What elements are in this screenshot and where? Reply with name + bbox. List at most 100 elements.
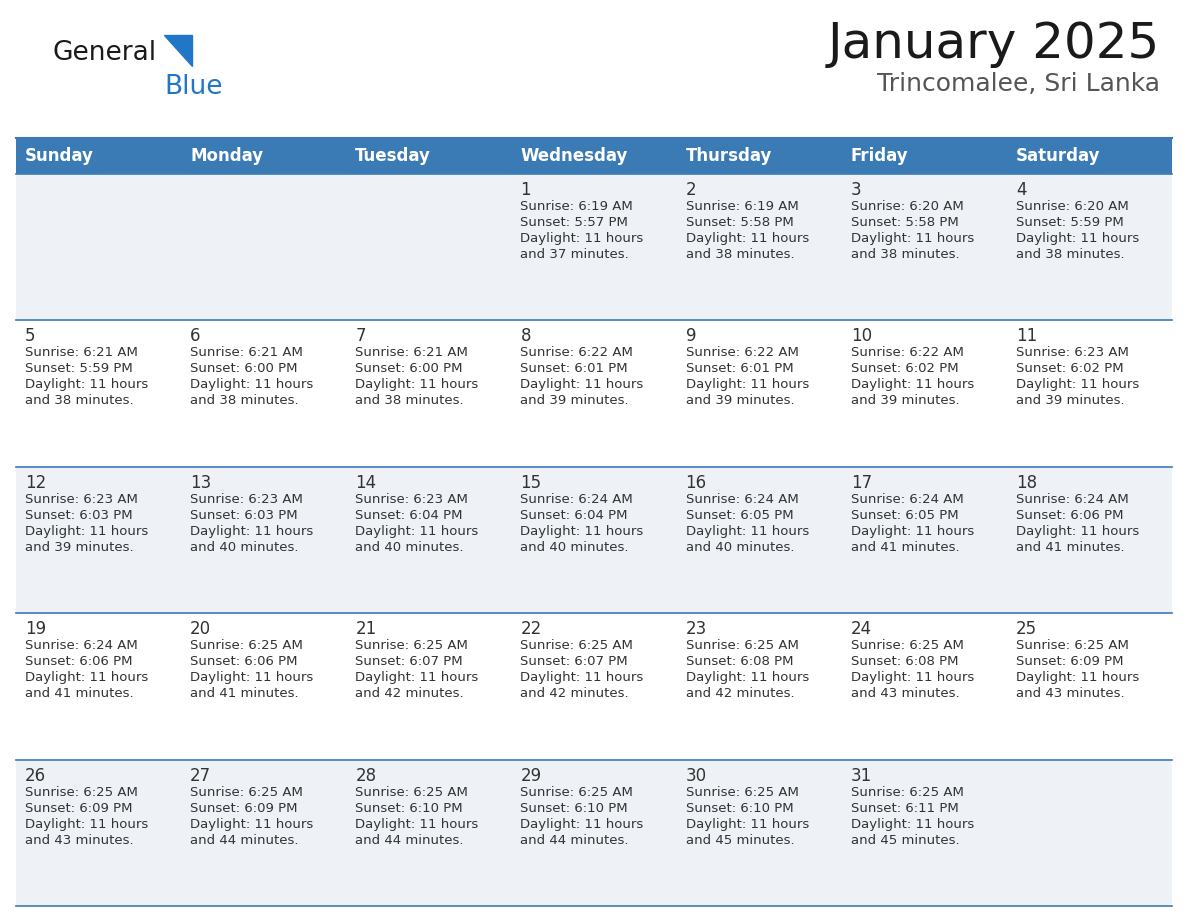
- Text: Daylight: 11 hours: Daylight: 11 hours: [1016, 671, 1139, 684]
- Bar: [511, 138, 677, 174]
- Text: Daylight: 11 hours: Daylight: 11 hours: [190, 378, 314, 391]
- Text: Daylight: 11 hours: Daylight: 11 hours: [851, 378, 974, 391]
- Text: and 38 minutes.: and 38 minutes.: [1016, 248, 1125, 261]
- Text: Sunset: 6:01 PM: Sunset: 6:01 PM: [685, 363, 794, 375]
- Text: Sunset: 6:10 PM: Sunset: 6:10 PM: [355, 801, 463, 814]
- Text: and 38 minutes.: and 38 minutes.: [190, 395, 298, 408]
- Text: and 39 minutes.: and 39 minutes.: [851, 395, 960, 408]
- Text: 7: 7: [355, 328, 366, 345]
- Text: Sunset: 6:04 PM: Sunset: 6:04 PM: [520, 509, 628, 521]
- Text: Sunrise: 6:25 AM: Sunrise: 6:25 AM: [355, 786, 468, 799]
- Text: Sunset: 6:10 PM: Sunset: 6:10 PM: [685, 801, 794, 814]
- Text: Sunrise: 6:23 AM: Sunrise: 6:23 AM: [1016, 346, 1129, 360]
- Text: Sunset: 6:00 PM: Sunset: 6:00 PM: [190, 363, 298, 375]
- Text: Sunrise: 6:25 AM: Sunrise: 6:25 AM: [1016, 639, 1129, 652]
- Text: Sunrise: 6:25 AM: Sunrise: 6:25 AM: [851, 639, 963, 652]
- Text: Sunset: 6:09 PM: Sunset: 6:09 PM: [1016, 655, 1124, 668]
- Text: and 45 minutes.: and 45 minutes.: [851, 834, 960, 846]
- Text: Sunset: 6:07 PM: Sunset: 6:07 PM: [520, 655, 628, 668]
- Text: Sunset: 6:09 PM: Sunset: 6:09 PM: [25, 801, 133, 814]
- Bar: [15, 320, 1173, 466]
- Text: Daylight: 11 hours: Daylight: 11 hours: [25, 378, 148, 391]
- Text: and 40 minutes.: and 40 minutes.: [190, 541, 298, 554]
- Text: Sunrise: 6:19 AM: Sunrise: 6:19 AM: [520, 200, 633, 213]
- Text: 4: 4: [1016, 181, 1026, 199]
- Text: Sunrise: 6:21 AM: Sunrise: 6:21 AM: [25, 346, 138, 360]
- Text: Daylight: 11 hours: Daylight: 11 hours: [25, 671, 148, 684]
- Text: Sunset: 6:04 PM: Sunset: 6:04 PM: [355, 509, 463, 521]
- Text: 29: 29: [520, 767, 542, 785]
- Text: Sunrise: 6:21 AM: Sunrise: 6:21 AM: [355, 346, 468, 360]
- Text: and 44 minutes.: and 44 minutes.: [520, 834, 628, 846]
- Text: Sunrise: 6:23 AM: Sunrise: 6:23 AM: [25, 493, 138, 506]
- Text: Daylight: 11 hours: Daylight: 11 hours: [520, 232, 644, 245]
- Text: 19: 19: [25, 621, 46, 638]
- Text: Monday: Monday: [190, 147, 264, 165]
- Text: Sunrise: 6:24 AM: Sunrise: 6:24 AM: [851, 493, 963, 506]
- Text: Daylight: 11 hours: Daylight: 11 hours: [355, 378, 479, 391]
- Text: Sunrise: 6:22 AM: Sunrise: 6:22 AM: [520, 346, 633, 360]
- Text: Sunrise: 6:21 AM: Sunrise: 6:21 AM: [190, 346, 303, 360]
- Text: Daylight: 11 hours: Daylight: 11 hours: [190, 525, 314, 538]
- Text: and 42 minutes.: and 42 minutes.: [520, 688, 630, 700]
- Text: and 39 minutes.: and 39 minutes.: [1016, 395, 1125, 408]
- Text: Daylight: 11 hours: Daylight: 11 hours: [520, 378, 644, 391]
- Text: and 39 minutes.: and 39 minutes.: [520, 395, 630, 408]
- Text: 20: 20: [190, 621, 211, 638]
- Text: Daylight: 11 hours: Daylight: 11 hours: [25, 525, 148, 538]
- Bar: [15, 174, 1173, 320]
- Text: Daylight: 11 hours: Daylight: 11 hours: [851, 671, 974, 684]
- Text: Sunrise: 6:24 AM: Sunrise: 6:24 AM: [25, 639, 138, 652]
- Text: Daylight: 11 hours: Daylight: 11 hours: [355, 671, 479, 684]
- Text: Sunset: 6:05 PM: Sunset: 6:05 PM: [685, 509, 794, 521]
- Text: and 39 minutes.: and 39 minutes.: [25, 541, 133, 554]
- Text: Daylight: 11 hours: Daylight: 11 hours: [355, 818, 479, 831]
- Text: and 44 minutes.: and 44 minutes.: [190, 834, 298, 846]
- Text: 8: 8: [520, 328, 531, 345]
- Text: January 2025: January 2025: [828, 20, 1159, 68]
- Text: 22: 22: [520, 621, 542, 638]
- Text: and 42 minutes.: and 42 minutes.: [355, 688, 463, 700]
- Text: Sunset: 6:09 PM: Sunset: 6:09 PM: [190, 801, 298, 814]
- Bar: [15, 613, 1173, 759]
- Text: Daylight: 11 hours: Daylight: 11 hours: [25, 818, 148, 831]
- Text: Daylight: 11 hours: Daylight: 11 hours: [851, 232, 974, 245]
- Polygon shape: [164, 35, 192, 66]
- Text: Saturday: Saturday: [1016, 147, 1100, 165]
- Text: 26: 26: [25, 767, 46, 785]
- Text: 21: 21: [355, 621, 377, 638]
- Text: Sunset: 6:01 PM: Sunset: 6:01 PM: [520, 363, 628, 375]
- Text: and 41 minutes.: and 41 minutes.: [190, 688, 298, 700]
- Text: 13: 13: [190, 474, 211, 492]
- Text: and 43 minutes.: and 43 minutes.: [1016, 688, 1125, 700]
- Text: Sunset: 6:06 PM: Sunset: 6:06 PM: [190, 655, 298, 668]
- Text: Thursday: Thursday: [685, 147, 772, 165]
- Text: Sunset: 6:05 PM: Sunset: 6:05 PM: [851, 509, 959, 521]
- Text: and 43 minutes.: and 43 minutes.: [851, 688, 960, 700]
- Text: and 42 minutes.: and 42 minutes.: [685, 688, 795, 700]
- Text: Sunrise: 6:25 AM: Sunrise: 6:25 AM: [685, 786, 798, 799]
- Text: and 39 minutes.: and 39 minutes.: [685, 395, 795, 408]
- Text: Sunrise: 6:25 AM: Sunrise: 6:25 AM: [685, 639, 798, 652]
- Text: Sunrise: 6:25 AM: Sunrise: 6:25 AM: [520, 639, 633, 652]
- Text: Sunset: 5:58 PM: Sunset: 5:58 PM: [851, 216, 959, 229]
- Text: Daylight: 11 hours: Daylight: 11 hours: [520, 818, 644, 831]
- Text: Sunrise: 6:25 AM: Sunrise: 6:25 AM: [520, 786, 633, 799]
- Text: and 41 minutes.: and 41 minutes.: [851, 541, 960, 554]
- Text: 23: 23: [685, 621, 707, 638]
- Text: and 41 minutes.: and 41 minutes.: [25, 688, 133, 700]
- Text: Daylight: 11 hours: Daylight: 11 hours: [1016, 232, 1139, 245]
- Text: Sunset: 6:00 PM: Sunset: 6:00 PM: [355, 363, 463, 375]
- Text: Daylight: 11 hours: Daylight: 11 hours: [685, 671, 809, 684]
- Text: 24: 24: [851, 621, 872, 638]
- Text: 27: 27: [190, 767, 211, 785]
- Text: Sunset: 6:03 PM: Sunset: 6:03 PM: [25, 509, 133, 521]
- Text: Sunrise: 6:25 AM: Sunrise: 6:25 AM: [851, 786, 963, 799]
- Text: Sunset: 6:07 PM: Sunset: 6:07 PM: [355, 655, 463, 668]
- Text: 30: 30: [685, 767, 707, 785]
- Text: Sunrise: 6:19 AM: Sunrise: 6:19 AM: [685, 200, 798, 213]
- Text: and 40 minutes.: and 40 minutes.: [520, 541, 628, 554]
- Bar: [677, 138, 842, 174]
- Text: 16: 16: [685, 474, 707, 492]
- Text: and 37 minutes.: and 37 minutes.: [520, 248, 630, 261]
